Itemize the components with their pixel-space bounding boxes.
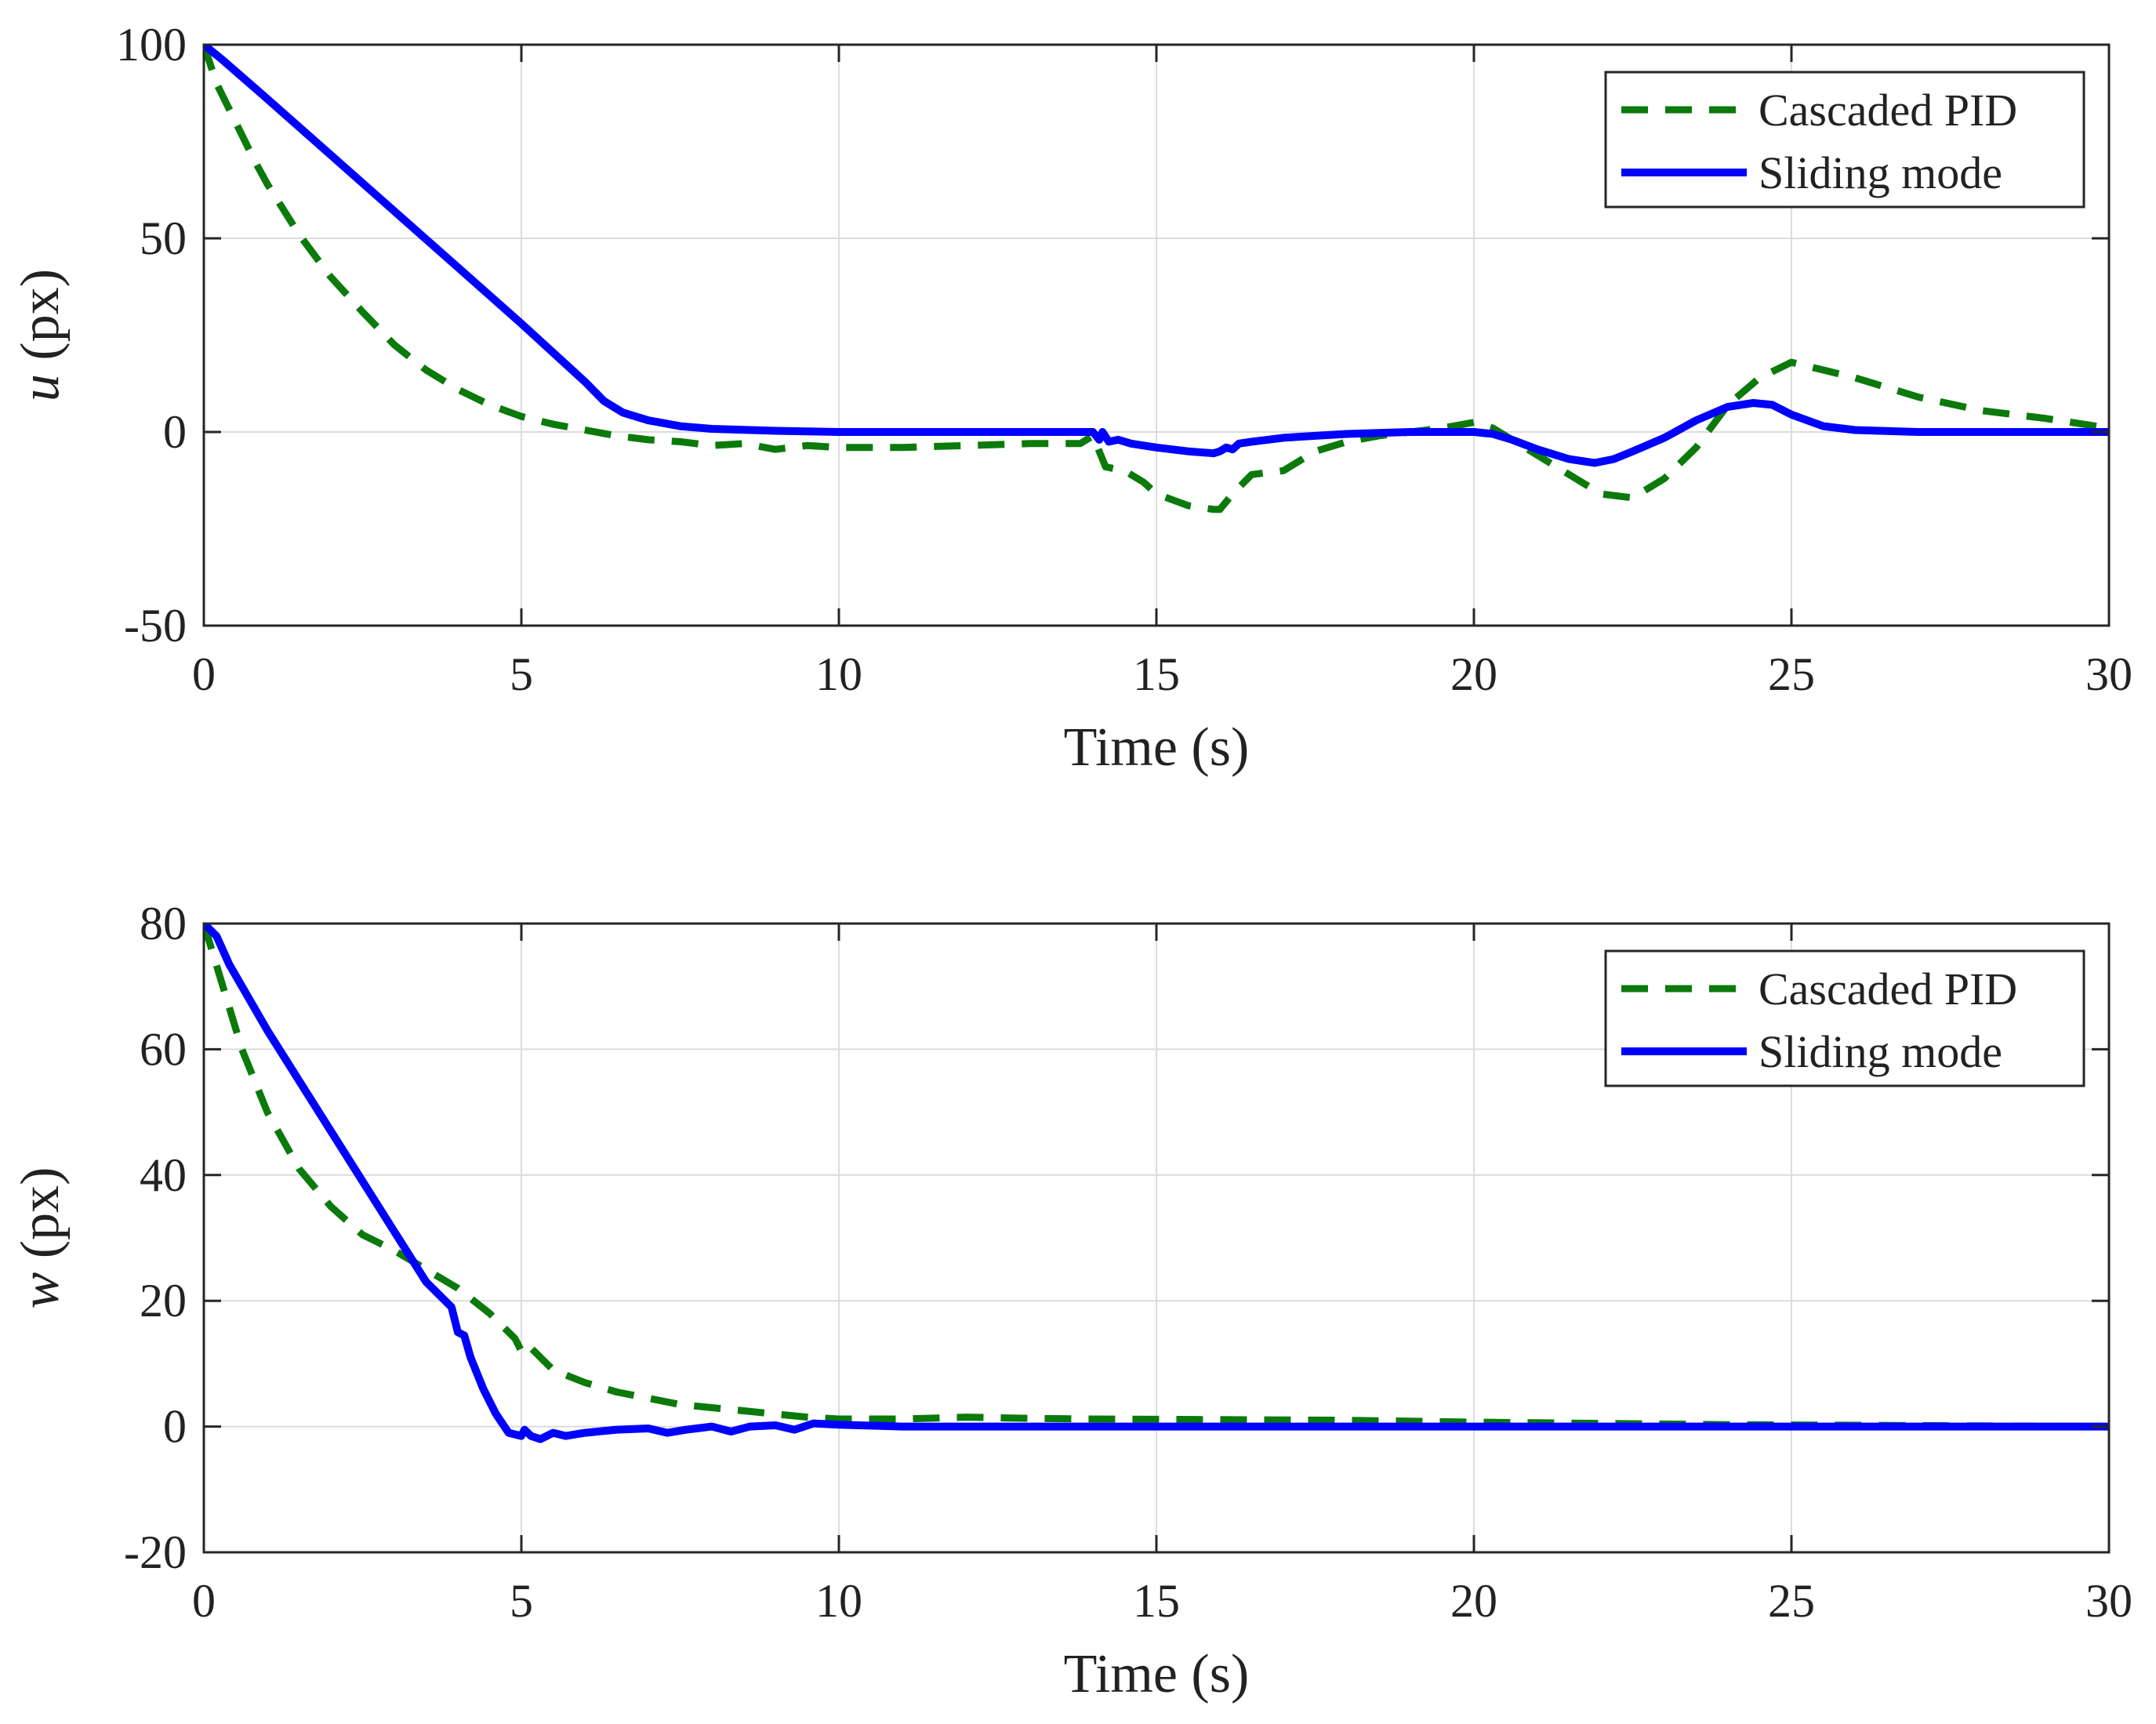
y-axis-label-unit: (px) [10,1167,71,1272]
series-line-cascaded-pid [204,924,2109,1431]
legend-label: Sliding mode [1759,1026,2002,1077]
y-axis-label-variable: u [10,374,71,401]
x-tick-label: 5 [510,648,533,700]
x-axis-label: Time (s) [1064,1644,1250,1704]
y-tick-label: 20 [140,1275,187,1327]
legend-label: Cascaded PID [1759,964,2017,1014]
y-axis-label: w (px) [10,1167,71,1309]
y-tick-label: 0 [163,1401,187,1453]
y-tick-label: -20 [124,1526,187,1578]
legend-label: Sliding mode [1759,147,2002,198]
legend-box [1604,949,2085,1087]
x-tick-label: 30 [2085,1575,2132,1627]
x-tick-label: 10 [815,1575,862,1627]
y-axis-label-variable: w [10,1272,71,1308]
x-tick-label: 5 [510,1575,533,1627]
y-tick-label: 40 [140,1149,187,1201]
x-axis-label: Time (s) [1064,717,1250,778]
y-tick-label: 0 [163,406,187,458]
x-tick-label: 15 [1133,1575,1180,1627]
y-axis-label-unit: (px) [10,269,71,374]
x-tick-label: 25 [1768,1575,1815,1627]
y-tick-label: -50 [124,600,187,651]
legend: Cascaded PID Sliding mode [1604,949,2085,1087]
y-tick-label: 50 [140,212,187,264]
legend-label: Cascaded PID [1759,85,2017,136]
y-tick-label: 80 [140,898,187,949]
x-tick-label: 10 [815,648,862,700]
series-line-sliding-mode [204,924,2109,1443]
legend-box [1604,71,2085,209]
y-tick-label: 100 [116,19,187,71]
y-axis-label: u (px) [10,269,71,401]
y-tick-label: 60 [140,1023,187,1075]
x-tick-label: 0 [192,1575,216,1627]
x-tick-label: 20 [1450,1575,1497,1627]
x-tick-label: 30 [2085,648,2132,700]
x-tick-label: 15 [1133,648,1180,700]
x-tick-label: 20 [1450,648,1497,700]
x-tick-label: 25 [1768,648,1815,700]
legend: Cascaded PID Sliding mode [1604,71,2085,209]
x-tick-label: 0 [192,648,216,700]
series-line-sliding-mode [204,45,2109,467]
